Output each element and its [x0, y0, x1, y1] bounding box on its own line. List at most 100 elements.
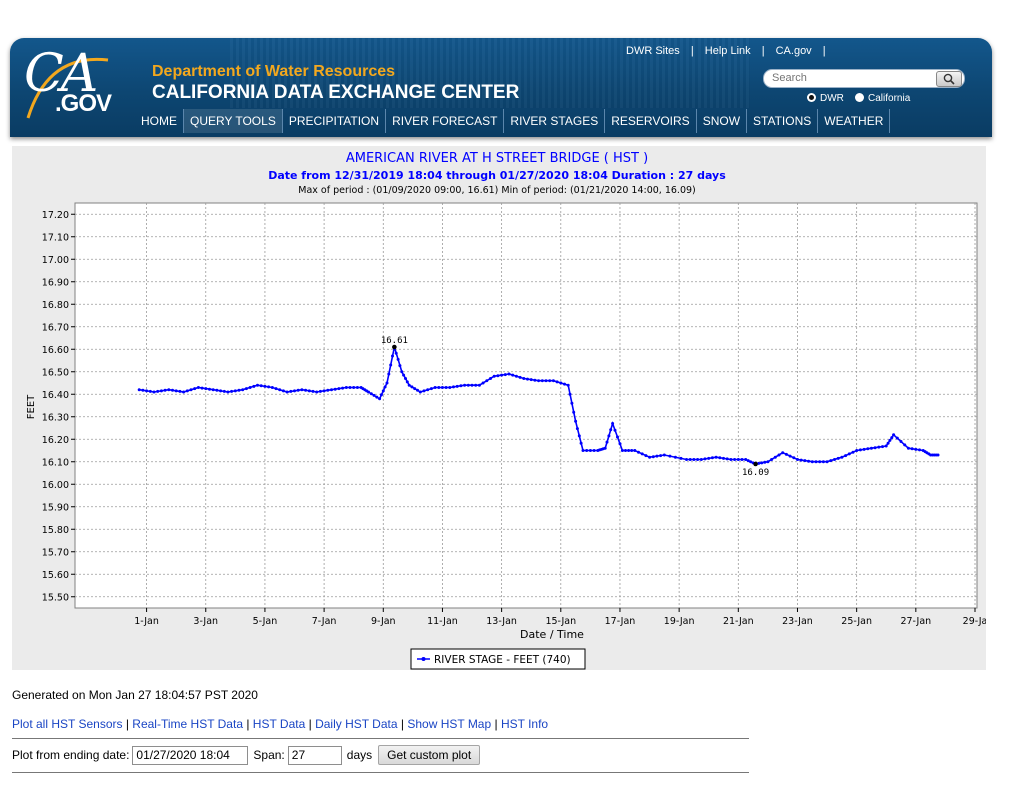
link-separator: | [761, 45, 765, 57]
top-links: DWR Sites | Help Link | CA.gov | [622, 45, 830, 57]
nav-weather[interactable]: WEATHER [818, 109, 891, 133]
span-input[interactable] [287, 745, 342, 765]
nav-reservoirs[interactable]: RESERVOIRS [605, 109, 697, 133]
data-point [215, 388, 219, 392]
data-point [196, 386, 200, 389]
data-point [858, 448, 862, 452]
data-point [886, 441, 890, 445]
search-button[interactable] [936, 71, 962, 87]
help-link[interactable]: Help Link [704, 45, 751, 57]
data-point [840, 455, 844, 459]
link-plot-all-sensors[interactable]: Plot all HST Sensors [12, 717, 123, 731]
search-input[interactable] [772, 71, 932, 85]
radio-california[interactable] [855, 93, 865, 102]
data-point [644, 454, 648, 458]
data-point [341, 386, 345, 390]
data-point [375, 395, 379, 399]
y-tick-label: 16.40 [42, 390, 69, 401]
x-tick-label: 21-Jan [723, 616, 754, 627]
dwr-sites-link[interactable]: DWR Sites [626, 45, 680, 57]
link-realtime-data[interactable]: Real-Time HST Data [132, 717, 243, 731]
data-point [372, 393, 376, 397]
search-box [763, 69, 965, 88]
y-axis: 15.50 15.60 15.70 15.80 15.90 16.00 16.10 16.20… [42, 210, 75, 603]
data-point [459, 384, 463, 388]
y-tick-label: 15.50 [42, 592, 69, 603]
data-point [781, 451, 785, 455]
data-point [744, 458, 748, 461]
data-point [551, 379, 555, 383]
data-point [281, 389, 285, 393]
annotation-marker [392, 344, 397, 350]
data-point [137, 388, 141, 392]
data-point [766, 460, 770, 464]
data-point [193, 387, 197, 391]
data-point [163, 388, 167, 392]
radio-dwr[interactable] [807, 93, 816, 102]
data-point [444, 386, 448, 389]
data-point [679, 456, 683, 460]
data-point [579, 441, 583, 445]
x-tick-label: 17-Jan [605, 616, 636, 627]
data-point [585, 449, 589, 452]
data-point [559, 381, 563, 385]
x-tick-label: 19-Jan [664, 616, 695, 627]
divider [12, 772, 749, 773]
nav-stations[interactable]: STATIONS [747, 109, 819, 133]
data-point [440, 386, 444, 389]
center-name: CALIFORNIA DATA EXCHANGE CENTER [152, 82, 520, 103]
data-point [763, 460, 767, 464]
data-point [322, 389, 326, 393]
data-point [714, 455, 718, 459]
ca-gov-link[interactable]: CA.gov [775, 45, 812, 57]
data-point [710, 456, 714, 460]
y-tick-label: 15.90 [42, 502, 69, 513]
annotations: 16.61 16.09 [381, 336, 769, 478]
ending-date-input[interactable] [132, 745, 249, 765]
nav-river-forecast[interactable]: RIVER FORECAST [386, 109, 505, 133]
data-point [452, 385, 455, 389]
get-custom-plot-button[interactable]: Get custom plot [378, 745, 481, 765]
main-nav: HOME QUERY TOOLS PRECIPITATION RIVER FOR… [135, 109, 891, 133]
data-point [581, 449, 585, 452]
data-point [620, 449, 624, 452]
x-tick-label: 11-Jan [427, 616, 458, 627]
link-daily-data[interactable]: Daily HST Data [315, 717, 398, 731]
data-point [492, 374, 496, 378]
data-point [818, 460, 822, 464]
x-tick-label: 27-Jan [900, 616, 931, 627]
nav-query-tools[interactable]: QUERY TOOLS [184, 109, 283, 133]
data-point [391, 354, 394, 358]
data-point [914, 447, 918, 451]
data-point [821, 460, 825, 464]
data-point [511, 373, 515, 377]
y-tick-label: 17.00 [42, 255, 69, 266]
data-point [389, 363, 393, 367]
data-point [485, 379, 489, 383]
ca-logo-text[interactable]: CA [24, 44, 98, 104]
nav-snow[interactable]: SNOW [697, 109, 748, 133]
nav-river-stages[interactable]: RIVER STAGES [504, 109, 606, 133]
link-separator: | [690, 45, 694, 57]
link-hst-data[interactable]: HST Data [252, 717, 306, 731]
link-hst-info[interactable]: HST Info [500, 717, 549, 731]
data-point [555, 380, 559, 384]
custom-plot-form: Plot from ending date: Span: days Get cu… [12, 745, 481, 765]
data-point [474, 383, 478, 387]
nav-home[interactable]: HOME [135, 109, 184, 133]
y-tick-label: 16.70 [42, 322, 69, 333]
link-show-map[interactable]: Show HST Map [407, 717, 492, 731]
data-point [605, 440, 609, 444]
x-axis-label: Date / Time [520, 628, 584, 641]
annotation-marker [753, 461, 758, 467]
gov-logo-text[interactable]: .GOV [55, 90, 112, 117]
data-point [777, 453, 781, 457]
data-point [740, 458, 744, 461]
data-point [500, 373, 504, 377]
nav-precipitation[interactable]: PRECIPITATION [283, 109, 387, 133]
x-tick-label: 3-Jan [193, 616, 218, 627]
data-point [688, 458, 692, 461]
y-tick-label: 15.60 [42, 570, 69, 581]
data-point [725, 457, 729, 461]
data-point [418, 390, 422, 394]
